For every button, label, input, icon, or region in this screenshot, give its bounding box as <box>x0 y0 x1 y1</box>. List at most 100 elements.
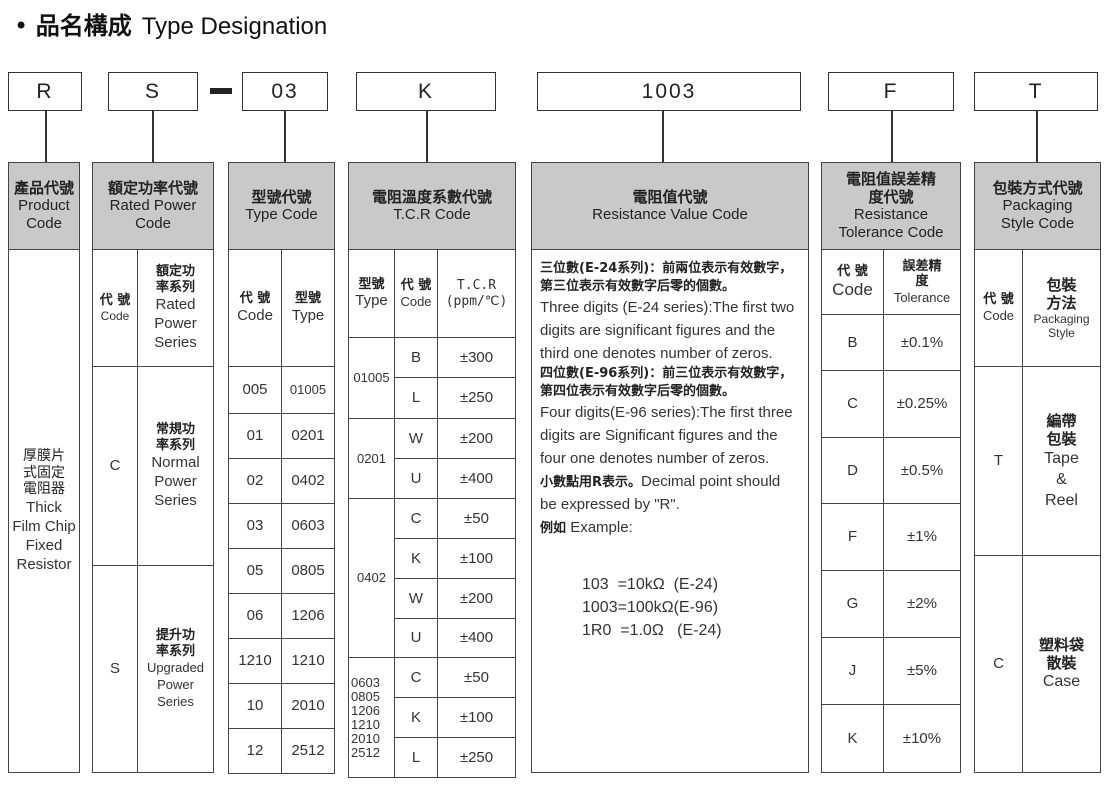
power-row: C 常規功率系列 Normal Power Series <box>92 366 214 566</box>
type-size: 0201 <box>281 413 335 459</box>
tcr-value: ±50 <box>437 498 516 539</box>
power-row: S 提升功率系列 Upgraded Power Series <box>92 565 214 773</box>
tcr-type: 0603 0805 1206 1210 2010 2512 <box>348 657 395 778</box>
tcr-code-table: 電阻溫度系數代號 T.C.R Code 型號 Type 代 號 Code T.C.R (pp… <box>348 162 516 778</box>
type-row: 05 0805 <box>228 548 335 594</box>
decimal-rule-zh: 小數點用R表示。 <box>540 475 642 490</box>
code-box-product: R <box>8 72 82 111</box>
tcr-code: U <box>394 458 438 499</box>
tcr-type: 0402 <box>348 498 395 658</box>
type-code: 005 <box>228 366 282 414</box>
connector-line <box>45 111 47 162</box>
tcr-value: ±200 <box>437 578 516 619</box>
tolerance-value: ±10% <box>883 704 961 773</box>
tolerance-sub-tol: 誤差精度 Tolerance <box>883 249 961 315</box>
power-series: 常規功率系列 Normal Power Series <box>137 366 214 566</box>
connector-line <box>152 111 154 162</box>
packaging-row: T 編帶包裝 Tape & Reel <box>974 366 1101 556</box>
decimal-rule-en: Decimal point should be expressed by "R"… <box>540 473 781 513</box>
packaging-header: 包裝方式代號 Packaging Style Code <box>974 162 1101 250</box>
tcr-value: ±250 <box>437 737 516 778</box>
tolerance-code: F <box>821 503 884 571</box>
type-row: 1210 1210 <box>228 638 335 684</box>
tolerance-value: ±0.5% <box>883 437 961 504</box>
tolerance-value: ±1% <box>883 503 961 571</box>
connector-line <box>1036 111 1038 162</box>
type-code-table: 型號代號 Type Code 代 號 Code 型號 Type 005 01005 01 0… <box>228 162 335 774</box>
power-code-table: 額定功率代號 Rated Power Code 代 號 Code 額定功率系列 Rat… <box>92 162 214 773</box>
connector-line <box>426 111 428 162</box>
tcr-value: ±100 <box>437 538 516 579</box>
type-header: 型號代號 Type Code <box>228 162 335 250</box>
dash-separator <box>210 88 232 94</box>
tcr-sub-type: 型號 Type <box>348 249 395 338</box>
tcr-value: ±400 <box>437 458 516 499</box>
tcr-value: ±50 <box>437 657 516 698</box>
power-sub-code: 代 號 Code <box>92 249 138 367</box>
tolerance-value: ±0.25% <box>883 370 961 438</box>
tolerance-code-table: 電阻值誤差精度代號 Resistance Tolerance Code 代 號 Co… <box>821 162 961 773</box>
section-title: • 品名構成 Type Designation <box>14 6 327 41</box>
type-code: 03 <box>228 503 282 549</box>
type-code: 12 <box>228 728 282 774</box>
tcr-sub-code: 代 號 Code <box>394 249 438 338</box>
code-box-power: S <box>108 72 198 111</box>
example-line: 1R0 =1.0Ω (E-24) <box>582 622 722 639</box>
tcr-code: C <box>394 498 438 539</box>
type-size: 0805 <box>281 548 335 594</box>
connector-line <box>891 111 893 162</box>
tcr-sub-value: T.C.R (ppm/℃) <box>437 249 516 338</box>
tolerance-value: ±0.1% <box>883 314 961 371</box>
tolerance-code: J <box>821 637 884 705</box>
tcr-code: W <box>394 418 438 459</box>
type-size: 0603 <box>281 503 335 549</box>
tolerance-header: 電阻值誤差精度代號 Resistance Tolerance Code <box>821 162 961 250</box>
tcr-value: ±100 <box>437 697 516 738</box>
type-code: 05 <box>228 548 282 594</box>
type-code: 01 <box>228 413 282 459</box>
power-code: S <box>92 565 138 773</box>
type-row: 12 2512 <box>228 728 335 774</box>
title-en: Type Designation <box>141 13 328 40</box>
type-code: 06 <box>228 593 282 639</box>
example-line: 103 =10kΩ (E-24) <box>582 576 719 593</box>
tcr-code: W <box>394 578 438 619</box>
example-line: 1003=100kΩ(E-96) <box>582 599 719 616</box>
type-size: 1206 <box>281 593 335 639</box>
tcr-value: ±300 <box>437 337 516 378</box>
power-code: C <box>92 366 138 566</box>
tcr-value: ±250 <box>437 377 516 419</box>
connector-line <box>284 111 286 162</box>
rule-e24-zh: 三位數(E-24系列)：前兩位表示有效數字，第三位表示有效數字后零的個數。 <box>540 261 793 294</box>
type-size: 01005 <box>281 366 335 414</box>
tolerance-sub-code: 代 號 Code <box>821 249 884 315</box>
packaging-sub-code: 代 號 Code <box>974 249 1023 367</box>
type-size: 2512 <box>281 728 335 774</box>
packaging-code: T <box>974 366 1023 556</box>
power-sub-series: 額定功率系列 Rated Power Series <box>137 249 214 367</box>
product-code-table: 產品代號 Product Code 厚膜片式固定電阻器 Thick Film Chi… <box>8 162 80 773</box>
power-header: 額定功率代號 Rated Power Code <box>92 162 214 250</box>
tcr-type: 01005 <box>348 337 395 419</box>
type-row: 02 0402 <box>228 458 335 504</box>
tolerance-code: K <box>821 704 884 773</box>
tcr-code: C <box>394 657 438 698</box>
rule-e24-en: Three digits (E-24 series):The first two… <box>540 299 795 362</box>
type-sub-code: 代 號 Code <box>228 249 282 367</box>
example-label-zh: 例如 <box>540 521 567 536</box>
connector-line <box>662 111 664 162</box>
tcr-code: L <box>394 737 438 778</box>
product-header: 產品代號 Product Code <box>8 162 80 250</box>
tolerance-code: C <box>821 370 884 438</box>
tcr-header: 電阻溫度系數代號 T.C.R Code <box>348 162 516 250</box>
type-row: 10 2010 <box>228 683 335 729</box>
power-series: 提升功率系列 Upgraded Power Series <box>137 565 214 773</box>
resistance-code-table: 電阻值代號 Resistance Value Code 三位數(E-24系列)：前… <box>531 162 809 773</box>
title-zh: 品名構成 <box>35 12 132 40</box>
type-code: 02 <box>228 458 282 504</box>
example-label-en: Example: <box>570 519 633 536</box>
product-desc: 厚膜片式固定電阻器 Thick Film Chip Fixed Resistor <box>8 249 80 773</box>
type-row: 06 1206 <box>228 593 335 639</box>
tcr-type: 0201 <box>348 418 395 499</box>
type-row: 03 0603 <box>228 503 335 549</box>
